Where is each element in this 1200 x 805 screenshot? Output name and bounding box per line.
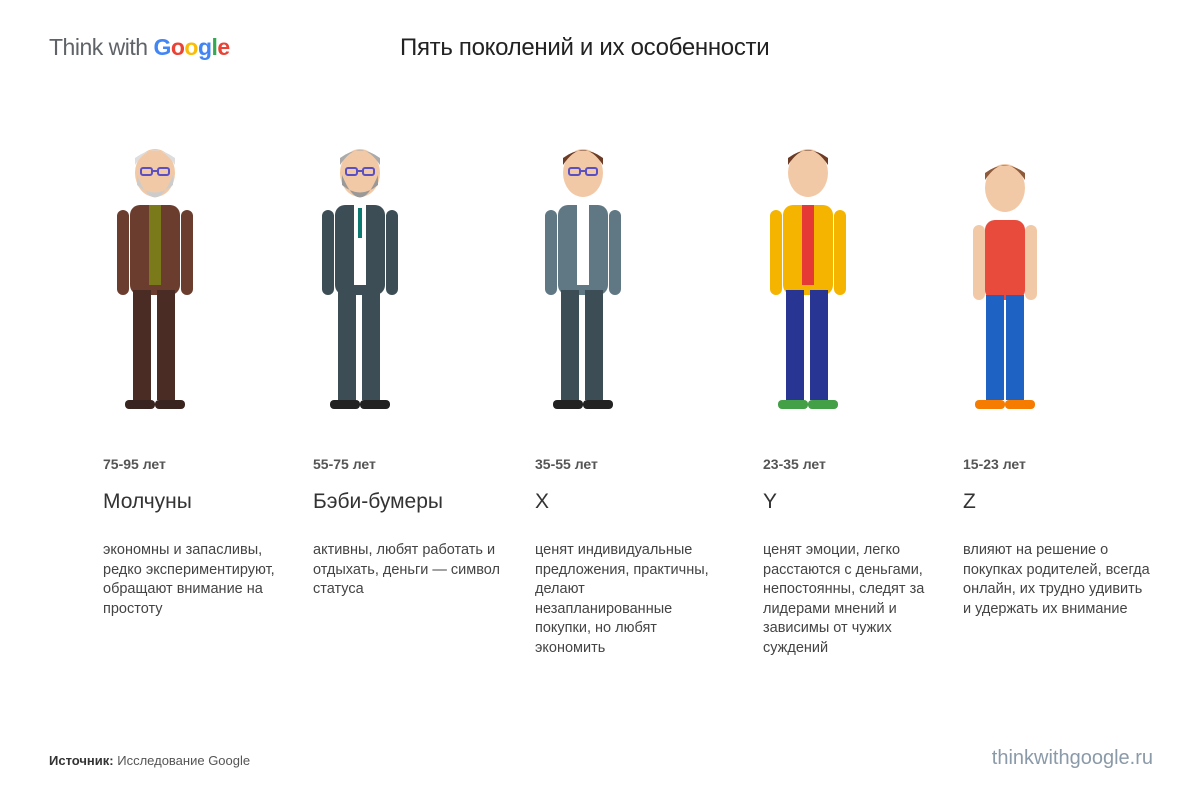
generation-description: экономны и запасливы, редко эксперименти…	[103, 542, 275, 617]
right-leg	[585, 290, 603, 400]
hair	[563, 150, 603, 165]
shirt	[802, 205, 814, 285]
left-shoe	[330, 400, 360, 409]
page-title: Пять поколений и их особенности	[400, 34, 770, 61]
person-illustration	[545, 149, 621, 409]
site-link[interactable]: thinkwithgoogle.ru	[991, 747, 1153, 769]
age-range: 35-55 лет	[535, 456, 598, 472]
shirt	[149, 205, 161, 285]
age-range: 75-95 лет	[103, 456, 166, 472]
person-illustration	[322, 149, 398, 409]
right-leg	[810, 290, 828, 400]
generation-name: X	[535, 490, 550, 513]
right-arm	[1025, 225, 1037, 300]
left-leg	[561, 290, 579, 400]
left-arm	[117, 210, 129, 295]
right-arm	[609, 210, 621, 295]
head	[563, 149, 603, 197]
generation-name: Молчуны	[103, 490, 192, 513]
think-with-google-logo[interactable]: Think with Google	[49, 34, 230, 61]
logo-google: Google	[153, 34, 230, 60]
shirt	[999, 220, 1011, 280]
source-text: Исследование Google	[113, 753, 251, 768]
head	[788, 149, 828, 197]
person-illustration	[117, 149, 193, 409]
tie	[358, 208, 362, 238]
right-leg	[362, 290, 380, 400]
generation-name: Бэби-бумеры	[313, 490, 443, 513]
right-shoe	[155, 400, 185, 409]
left-leg	[338, 290, 356, 400]
source-note: Источник: Исследование Google	[49, 753, 250, 768]
head	[985, 164, 1025, 212]
right-shoe	[1005, 400, 1035, 409]
generation-name: Y	[763, 490, 778, 513]
age-range: 55-75 лет	[313, 456, 376, 472]
glasses-icon	[568, 167, 598, 176]
right-shoe	[808, 400, 838, 409]
left-arm	[973, 225, 985, 300]
left-leg	[133, 290, 151, 400]
hair	[135, 150, 175, 165]
left-shoe	[553, 400, 583, 409]
generation-description: активны, любят работать и отдыхать, день…	[313, 542, 500, 597]
shirt	[354, 205, 366, 285]
right-leg	[1006, 295, 1024, 400]
source-label: Источник:	[49, 753, 114, 768]
glasses-icon	[345, 167, 375, 176]
right-arm	[181, 210, 193, 295]
generation-name: Z	[963, 490, 976, 513]
left-shoe	[778, 400, 808, 409]
right-shoe	[360, 400, 390, 409]
head	[135, 149, 175, 197]
glasses-icon	[140, 167, 170, 176]
left-arm	[770, 210, 782, 295]
beard	[137, 175, 173, 198]
generation-description: ценят индивидуальные предложения, практи…	[535, 542, 709, 656]
left-shoe	[125, 400, 155, 409]
right-arm	[834, 210, 846, 295]
hair	[340, 150, 380, 165]
person-illustration	[973, 164, 1037, 409]
age-range: 23-35 лет	[763, 456, 826, 472]
left-shoe	[975, 400, 1005, 409]
right-leg	[157, 290, 175, 400]
hair	[985, 165, 1025, 180]
left-leg	[986, 295, 1004, 400]
left-arm	[545, 210, 557, 295]
head	[340, 149, 380, 197]
person-illustration	[770, 149, 846, 409]
left-arm	[322, 210, 334, 295]
right-shoe	[583, 400, 613, 409]
logo-prefix: Think with	[49, 34, 154, 60]
hair	[788, 150, 828, 165]
generation-description: ценят эмоции, легко расстаются с деньгам…	[763, 542, 925, 656]
left-leg	[786, 290, 804, 400]
age-range: 15-23 лет	[963, 456, 1026, 472]
shirt	[577, 205, 589, 285]
right-arm	[386, 210, 398, 295]
beard	[342, 175, 378, 198]
generation-description: влияют на решение о покупках родителей, …	[963, 542, 1150, 617]
